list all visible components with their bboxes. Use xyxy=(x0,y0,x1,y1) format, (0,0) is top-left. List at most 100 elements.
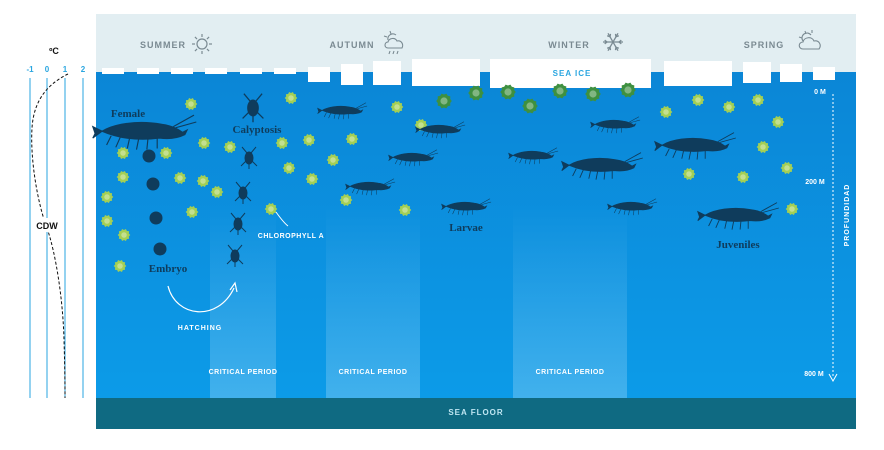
depth-tick-label: 0 M xyxy=(814,89,826,96)
chlorophyll-particle xyxy=(691,94,705,106)
sea-ice-block xyxy=(274,68,296,74)
female-label: Female xyxy=(111,108,145,120)
chlorophyll-particle xyxy=(210,186,224,198)
chlorophyll-particle xyxy=(522,98,538,114)
sea-ice-block xyxy=(780,64,802,82)
chlorophyll-particle xyxy=(173,172,187,184)
chlorophyll-particle xyxy=(159,147,173,159)
sea-floor-label: SEA FLOOR xyxy=(448,408,503,417)
calyptosis-label: Calyptosis xyxy=(233,124,283,136)
larvae-label: Larvae xyxy=(449,222,483,234)
chlorophyll-particle xyxy=(659,106,673,118)
hatching-label: HATCHING xyxy=(178,325,222,332)
chlorophyll-particles xyxy=(100,82,799,272)
chlorophyll-particle xyxy=(339,194,353,206)
chlorophyll-particle xyxy=(436,93,452,109)
temp-tick-label: 0 xyxy=(45,65,50,74)
sea-ice-block xyxy=(373,61,401,85)
chlorophyll-particle xyxy=(185,206,199,218)
depth-tick-label: 800 M xyxy=(804,371,824,378)
chlorophyll-particle xyxy=(264,203,278,215)
chlorophyll-particle xyxy=(585,86,601,102)
sea-ice-block xyxy=(412,59,480,86)
chlorophyll-particle xyxy=(785,203,799,215)
temp-tick-label: 1 xyxy=(63,65,68,74)
embryo-egg xyxy=(146,177,160,191)
critical-period-column xyxy=(513,205,627,398)
chlorophyll-particle xyxy=(275,137,289,149)
chlorophyll-particle xyxy=(345,133,359,145)
chlorophyll-particle xyxy=(184,98,198,110)
sea-ice-layer xyxy=(102,59,835,88)
chlorophyll-particle xyxy=(116,147,130,159)
hatching-arrowhead xyxy=(229,281,238,293)
chlorophyll-particle xyxy=(113,260,127,272)
sea-ice-block xyxy=(341,64,363,85)
sea-ice-block xyxy=(137,68,159,74)
critical-periods xyxy=(210,205,627,398)
embryo-egg xyxy=(153,242,167,256)
sea-ice-block xyxy=(664,61,732,86)
chlorophyll-particle xyxy=(223,141,237,153)
sun-cloud-rain-icon xyxy=(383,30,404,55)
chlorophyll-particle xyxy=(771,116,785,128)
season-header xyxy=(192,30,821,55)
sea-ice-block xyxy=(743,62,771,83)
sea-ice-block xyxy=(308,67,330,82)
season-label-winter: WINTER xyxy=(548,40,590,50)
sea-ice-block xyxy=(205,68,227,74)
depth-tick-label: 200 M xyxy=(805,179,825,186)
critical-period-label: CRITICAL PERIOD xyxy=(339,369,408,376)
sun-icon xyxy=(192,34,212,54)
season-label-autumn: AUTUMN xyxy=(330,40,375,50)
critical-period-label: CRITICAL PERIOD xyxy=(536,369,605,376)
chlorophyll-particle xyxy=(305,173,319,185)
sea-ice-block xyxy=(102,68,124,74)
critical-period-label: CRITICAL PERIOD xyxy=(209,369,278,376)
chlorophyll-particle xyxy=(390,101,404,113)
sea-ice-block xyxy=(490,59,651,88)
temp-tick-label: -1 xyxy=(26,65,34,74)
temp-tick-label: 2 xyxy=(81,65,86,74)
chlorophyll-pointer xyxy=(275,211,289,227)
temperature-profile xyxy=(29,73,84,399)
chlorophyll-particle xyxy=(468,85,484,101)
chlorophyll-particle xyxy=(736,171,750,183)
chlorophyll-particle xyxy=(302,134,316,146)
chlorophyll-particle xyxy=(282,162,296,174)
embryo-label: Embryo xyxy=(149,263,188,275)
embryo-egg xyxy=(142,149,156,163)
season-label-summer: SUMMER xyxy=(140,40,186,50)
sea-ice-block xyxy=(171,68,193,74)
season-label-spring: SPRING xyxy=(744,40,785,50)
sea-floor xyxy=(96,398,856,429)
hatching-arrow xyxy=(167,285,235,313)
chlorophyll-label: CHLOROPHYLL A xyxy=(258,233,324,240)
chlorophyll-particle xyxy=(117,229,131,241)
juveniles-label: Juveniles xyxy=(716,239,760,251)
chlorophyll-particle xyxy=(326,154,340,166)
chlorophyll-particle xyxy=(756,141,770,153)
chlorophyll-particle xyxy=(116,171,130,183)
sea-ice-label: SEA ICE xyxy=(553,69,592,78)
sea-ice-block xyxy=(240,68,262,74)
temperature-unit-label: ºC xyxy=(49,46,59,56)
krill-organisms xyxy=(92,93,780,313)
chlorophyll-particle xyxy=(500,84,516,100)
chlorophyll-particle xyxy=(722,101,736,113)
chlorophyll-particle xyxy=(284,92,298,104)
chlorophyll-particle xyxy=(100,191,114,203)
depth-axis-label: PROFUNDIDAD xyxy=(844,184,851,247)
chlorophyll-particle xyxy=(682,168,696,180)
chlorophyll-particle xyxy=(197,137,211,149)
snowflake-icon xyxy=(603,33,623,51)
chlorophyll-particle xyxy=(398,204,412,216)
chlorophyll-particle xyxy=(620,82,636,98)
depth-arrow xyxy=(828,373,838,383)
depth-axis xyxy=(828,94,838,383)
chlorophyll-particle xyxy=(751,94,765,106)
chlorophyll-particle xyxy=(780,162,794,174)
critical-period-column xyxy=(326,205,420,398)
sea-ice-block xyxy=(813,67,835,80)
